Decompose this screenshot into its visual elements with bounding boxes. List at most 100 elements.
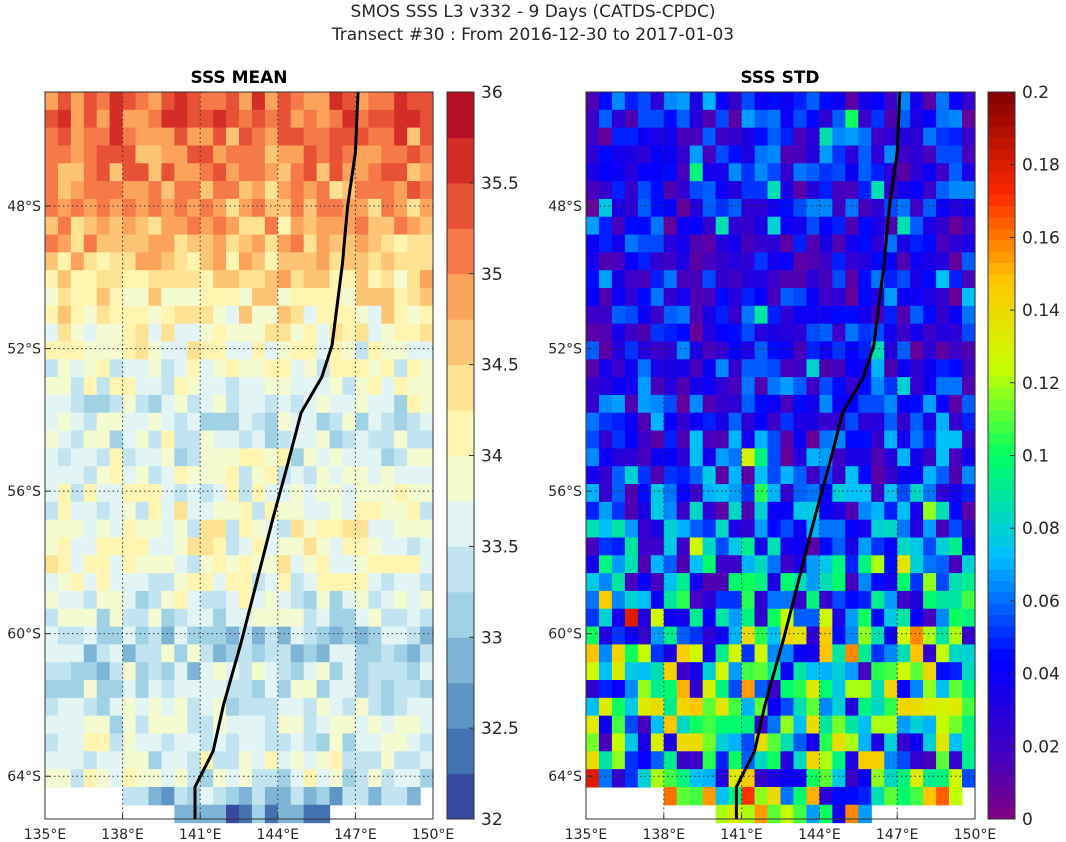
- heatmap-cell: [342, 733, 356, 752]
- heatmap-cell: [57, 341, 72, 360]
- heatmap-cell: [57, 305, 72, 325]
- heatmap-cell: [806, 127, 820, 147]
- heatmap-cell: [767, 537, 782, 556]
- heatmap-cell: [780, 92, 795, 111]
- heatmap-cell: [780, 234, 795, 253]
- heatmap-cell: [264, 573, 279, 592]
- heatmap-cell: [70, 198, 85, 218]
- heatmap-cell: [845, 198, 859, 218]
- heatmap-cell: [226, 305, 240, 325]
- heatmap-cell: [381, 608, 395, 628]
- heatmap-cell: [264, 412, 279, 432]
- panel-sss-mean: SSS MEAN 135°E 138°E 141°E 144°E 147°E 150°E …: [7, 68, 519, 842]
- heatmap-cell: [368, 519, 382, 539]
- heatmap-cell: [884, 252, 898, 271]
- heatmap-cell: [923, 270, 937, 289]
- heatmap-cell: [767, 751, 782, 770]
- heatmap-cell: [407, 288, 421, 307]
- heatmap-cell: [303, 252, 318, 271]
- colorbar-tick-label: 0.02: [1022, 737, 1060, 757]
- x-tick-label: 150°E: [412, 827, 455, 842]
- heatmap-cell: [329, 466, 344, 485]
- heatmap-cell: [715, 501, 730, 521]
- heatmap-cell: [342, 626, 356, 645]
- heatmap-cell: [611, 359, 626, 378]
- heatmap-cell: [381, 305, 395, 325]
- heatmap-cell: [767, 341, 782, 360]
- heatmap-cell: [598, 234, 613, 253]
- heatmap-cell: [187, 430, 201, 449]
- heatmap-cell: [122, 501, 137, 521]
- heatmap-cell: [611, 270, 626, 289]
- heatmap-cell: [819, 537, 833, 556]
- heatmap-cell: [45, 519, 59, 539]
- heatmap-cell: [715, 288, 730, 307]
- heatmap-cell: [355, 341, 369, 360]
- heatmap-cell: [598, 394, 613, 414]
- heatmap-cell: [381, 662, 395, 681]
- heatmap-cell: [109, 163, 124, 182]
- heatmap-cell: [910, 573, 924, 592]
- heatmap-cell: [70, 537, 85, 556]
- heatmap-cell: [702, 145, 717, 164]
- heatmap-cell: [355, 697, 369, 717]
- heatmap-cell: [135, 234, 150, 253]
- colorbar-tick-label: 0.12: [1022, 374, 1060, 394]
- heatmap-cell: [174, 341, 188, 360]
- heatmap-cell: [316, 109, 331, 129]
- heatmap-cell: [355, 537, 369, 556]
- heatmap-cell: [637, 626, 652, 645]
- heatmap-cell: [728, 394, 743, 414]
- heatmap-cell: [316, 288, 331, 307]
- heatmap-cell: [650, 377, 665, 396]
- heatmap-cell: [949, 555, 963, 574]
- heatmap-cell: [962, 697, 976, 717]
- heatmap-cell: [832, 305, 846, 325]
- heatmap-cell: [884, 394, 898, 414]
- heatmap-cell: [780, 697, 795, 717]
- heatmap-cell: [728, 680, 743, 699]
- sss-std-axes-frame: [585, 91, 976, 820]
- heatmap-cell: [329, 537, 344, 556]
- heatmap-cell: [637, 715, 652, 735]
- heatmap-cell: [316, 715, 331, 735]
- heatmap-cell: [598, 555, 613, 574]
- heatmap-cell: [715, 181, 730, 200]
- heatmap-cell: [290, 644, 305, 663]
- heatmap-cell: [368, 92, 382, 111]
- heatmap-cell: [355, 590, 369, 610]
- heatmap-cell: [148, 769, 162, 788]
- heatmap-cell: [936, 377, 950, 396]
- heatmap-cell: [936, 715, 950, 735]
- heatmap-cell: [303, 305, 318, 325]
- heatmap-cell: [264, 448, 279, 467]
- heatmap-cell: [780, 323, 795, 343]
- heatmap-cell: [57, 644, 72, 663]
- heatmap-cell: [342, 644, 356, 663]
- heatmap-cell: [871, 680, 885, 699]
- heatmap-cell: [200, 198, 214, 218]
- heatmap-cell: [174, 662, 188, 681]
- heatmap-cell: [45, 501, 59, 521]
- heatmap-cell: [407, 680, 421, 699]
- heatmap-cell: [200, 573, 214, 592]
- heatmap-cell: [663, 680, 678, 699]
- colorbar-segment: [447, 364, 474, 411]
- heatmap-cell: [368, 751, 382, 770]
- heatmap-cell: [83, 181, 98, 200]
- heatmap-cell: [586, 626, 600, 645]
- heatmap-cell: [586, 270, 600, 289]
- heatmap-cell: [910, 270, 924, 289]
- heatmap-cell: [407, 92, 421, 111]
- heatmap-cell: [187, 163, 201, 182]
- heatmap-cell: [624, 484, 639, 503]
- heatmap-cell: [637, 680, 652, 699]
- heatmap-cell: [303, 341, 318, 360]
- heatmap-cell: [70, 359, 85, 378]
- heatmap-cell: [871, 644, 885, 663]
- heatmap-cell: [884, 733, 898, 752]
- heatmap-cell: [329, 92, 344, 111]
- heatmap-cell: [187, 305, 201, 325]
- heatmap-cell: [161, 680, 175, 699]
- heatmap-cell: [83, 448, 98, 467]
